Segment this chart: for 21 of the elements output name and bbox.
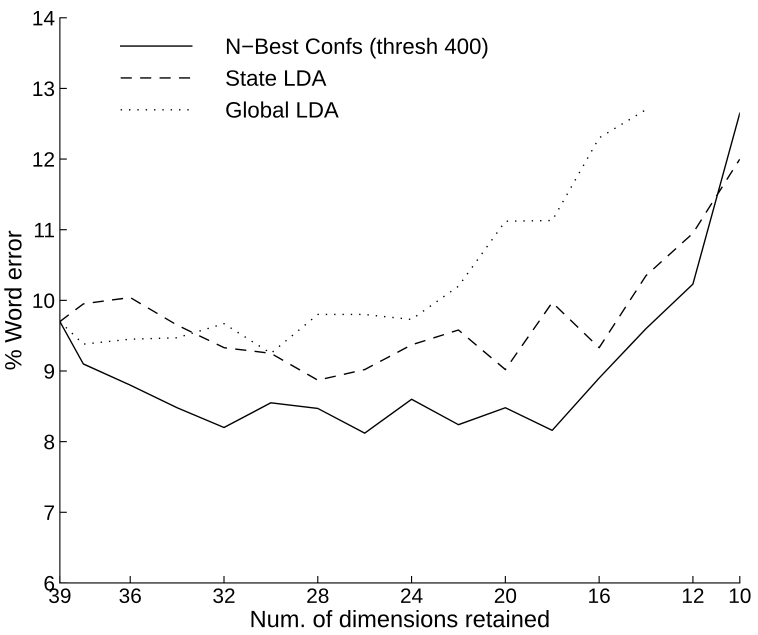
y-tick-label: 9 [44,364,54,379]
y-tick-label: 12 [33,152,54,167]
x-tick-label: 20 [494,588,516,604]
y-tick-label: 14 [33,10,54,26]
x-tick-label: 24 [401,588,423,603]
x-tick-label: 10 [730,588,751,604]
x-tick-label: 12 [682,588,704,603]
y-tick-label: 8 [44,434,54,450]
legend-label: State LDA [226,70,326,86]
y-tick-label: 7 [44,506,54,520]
legend-label: N−Best Confs (thresh 400) [226,38,488,58]
x-tick-label: 32 [213,588,235,604]
y-tick-label: 13 [33,81,54,96]
x-tick-label: 28 [307,588,328,604]
x-tick-label: 16 [589,588,610,604]
x-tick-label: 36 [119,588,141,604]
y-tick-label: 11 [34,222,54,238]
x-axis-title: Num. of dimensions retained [252,610,549,628]
y-axis-title: % Word error [4,230,22,370]
legend-label: Global LDA [226,101,339,118]
y-tick-label: 10 [33,293,54,308]
